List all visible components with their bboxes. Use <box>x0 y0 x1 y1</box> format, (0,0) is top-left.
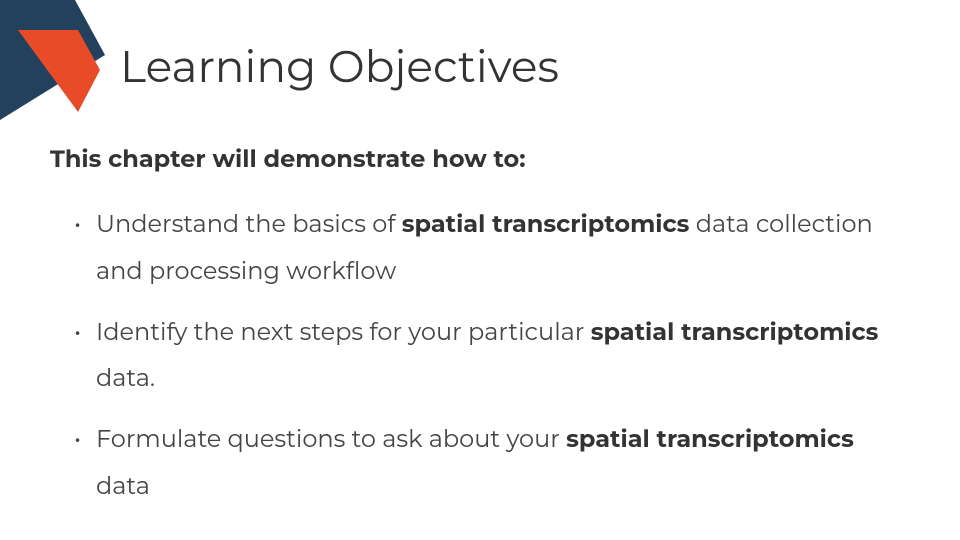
bullet-bold: spatial transcriptomics <box>566 425 854 454</box>
corner-decoration <box>0 0 140 120</box>
slide: Learning Objectives This chapter will de… <box>0 0 960 540</box>
intro-text: This chapter will demonstrate how to: <box>50 145 900 174</box>
bullet-item: Identify the next steps for your particu… <box>74 310 900 404</box>
bullet-bold: spatial transcriptomics <box>402 210 690 239</box>
slide-content: This chapter will demonstrate how to: Un… <box>50 145 900 525</box>
bullet-item: Understand the basics of spatial transcr… <box>74 202 900 296</box>
slide-title: Learning Objectives <box>120 40 559 94</box>
bullet-bold: spatial transcriptomics <box>591 318 879 347</box>
bullet-pre: Understand the basics of <box>96 210 402 239</box>
bullet-item: Formulate questions to ask about your sp… <box>74 417 900 511</box>
bullet-list: Understand the basics of spatial transcr… <box>50 202 900 511</box>
bullet-post: data <box>96 472 150 501</box>
bullet-post: data. <box>96 364 155 393</box>
bullet-pre: Identify the next steps for your particu… <box>96 318 591 347</box>
bullet-pre: Formulate questions to ask about your <box>96 425 566 454</box>
